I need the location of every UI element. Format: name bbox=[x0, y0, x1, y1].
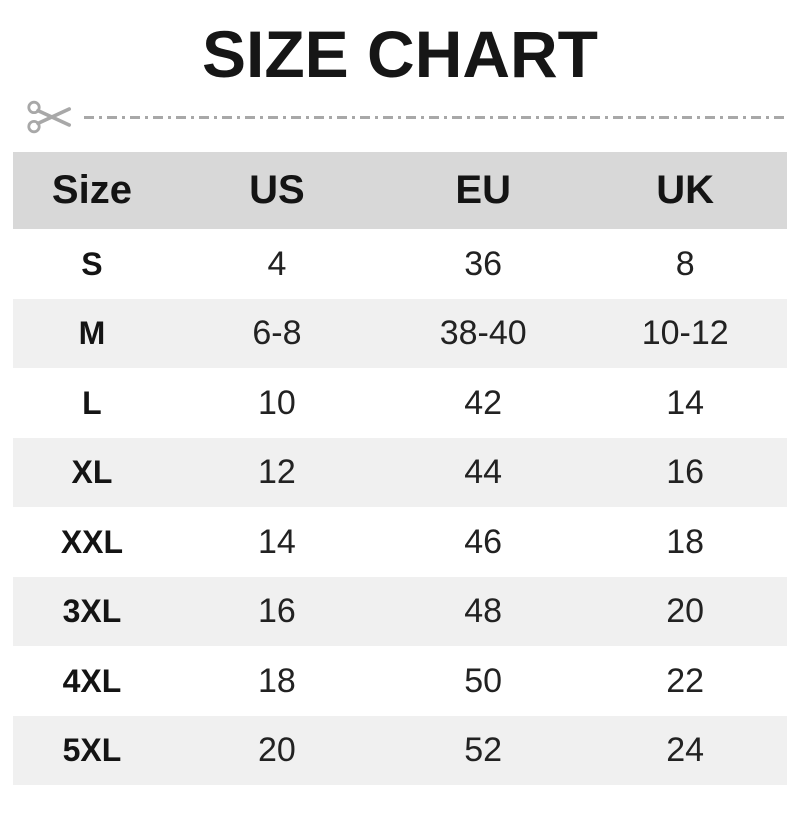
size-label: XL bbox=[71, 454, 113, 491]
us-value: 10 bbox=[258, 383, 296, 422]
uk-value: 24 bbox=[666, 731, 705, 770]
us-value: 18 bbox=[258, 661, 296, 700]
uk-value: 8 bbox=[675, 244, 695, 283]
us-value: 20 bbox=[258, 731, 296, 770]
eu-value: 52 bbox=[464, 731, 503, 770]
column-header-uk: UK bbox=[656, 168, 715, 213]
uk-value: 16 bbox=[666, 453, 705, 492]
table-row-xxl: XXL 14 46 18 bbox=[13, 507, 787, 577]
page-title: SIZE CHART bbox=[202, 17, 598, 91]
table-body: S 4 36 8 M 6-8 38-40 10-12 L 10 42 14 XL… bbox=[13, 229, 787, 786]
column-header-eu: EU bbox=[455, 168, 511, 213]
column-header-us: US bbox=[249, 168, 305, 213]
size-label: 5XL bbox=[62, 732, 122, 769]
uk-value: 18 bbox=[666, 522, 705, 561]
table-row-5xl: 5XL 20 52 24 bbox=[13, 715, 787, 786]
size-chart-page: SIZE CHART Size US EU UK S 4 36 8 M bbox=[0, 17, 800, 786]
us-value: 12 bbox=[258, 453, 296, 492]
uk-value: 14 bbox=[666, 383, 705, 422]
table-row-xl: XL 12 44 16 bbox=[13, 437, 787, 508]
size-label: XXL bbox=[60, 523, 124, 560]
eu-value: 38-40 bbox=[439, 314, 527, 353]
scissors-icon bbox=[27, 101, 71, 134]
eu-value: 44 bbox=[464, 453, 503, 492]
uk-value: 22 bbox=[666, 661, 705, 700]
us-value: 4 bbox=[267, 244, 287, 283]
table-row-4xl: 4XL 18 50 22 bbox=[13, 646, 787, 716]
us-value: 16 bbox=[258, 592, 296, 631]
cut-line bbox=[26, 94, 788, 140]
table-row-s: S 4 36 8 bbox=[13, 229, 787, 299]
uk-value: 20 bbox=[666, 592, 705, 631]
table-row-l: L 10 42 14 bbox=[13, 368, 787, 438]
us-value: 14 bbox=[258, 522, 296, 561]
eu-value: 46 bbox=[464, 522, 503, 561]
size-label: M bbox=[78, 315, 106, 352]
eu-value: 36 bbox=[464, 244, 503, 283]
eu-value: 42 bbox=[464, 383, 503, 422]
table-header-row: Size US EU UK bbox=[13, 152, 787, 230]
size-label: 3XL bbox=[62, 593, 122, 630]
dashed-cut-line bbox=[84, 115, 788, 119]
column-header-size: Size bbox=[51, 168, 132, 213]
uk-value: 10-12 bbox=[641, 314, 729, 353]
eu-value: 50 bbox=[464, 661, 503, 700]
size-table: Size US EU UK S 4 36 8 M 6-8 38-40 10-12… bbox=[13, 152, 787, 786]
table-row-m: M 6-8 38-40 10-12 bbox=[13, 298, 787, 369]
table-row-3xl: 3XL 16 48 20 bbox=[13, 576, 787, 647]
size-label: S bbox=[81, 245, 103, 282]
us-value: 6-8 bbox=[252, 314, 302, 353]
eu-value: 48 bbox=[464, 592, 503, 631]
size-label: 4XL bbox=[62, 662, 122, 699]
size-label: L bbox=[82, 384, 102, 421]
